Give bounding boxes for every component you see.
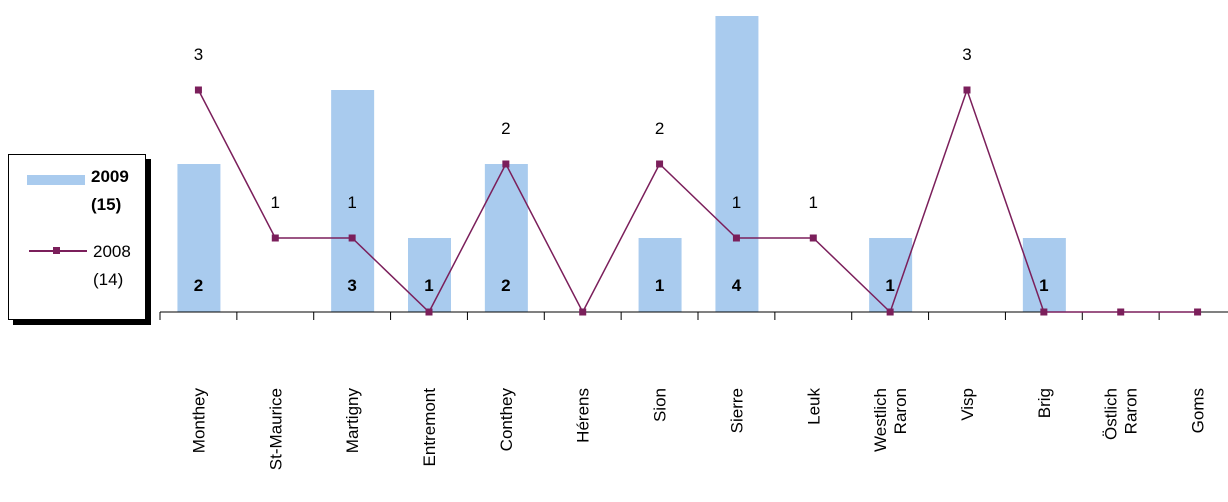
category-label-3: Entremont: [420, 388, 439, 467]
line-point-7: [732, 234, 740, 242]
line-data-label-0: 3: [194, 45, 203, 64]
line-point-11: [1040, 308, 1048, 316]
bar-data-label-0: 2: [194, 276, 203, 295]
bar-0: [177, 164, 221, 312]
line-point-5: [579, 308, 587, 316]
category-label-11: Brig: [1035, 388, 1054, 418]
category-label-6: Sion: [651, 388, 670, 422]
bar-data-label-7: 4: [732, 276, 742, 295]
legend-line-marker: [53, 247, 60, 254]
bar-9: [869, 238, 913, 312]
line-point-3: [425, 308, 433, 316]
category-label-10: Visp: [958, 388, 977, 421]
legend-line-label-2: (14): [93, 270, 124, 289]
line-point-4: [502, 160, 510, 168]
legend-bar-swatch: [27, 175, 85, 185]
line-data-label-6: 2: [655, 119, 664, 138]
category-label-line: Westlich: [871, 388, 890, 452]
bar-data-label-11: 1: [1039, 276, 1048, 295]
bar-3: [408, 238, 451, 312]
bar-2: [331, 90, 375, 312]
line-2008: [197, 87, 1198, 314]
category-label-line: Entremont: [420, 388, 439, 467]
bar-data-label-9: 1: [885, 276, 894, 295]
category-label-4: Conthey: [497, 388, 516, 452]
category-label-line: Raron: [1122, 388, 1141, 434]
line-data-label-2: 1: [347, 193, 356, 212]
category-label-9: Westlich Raron: [871, 388, 910, 452]
category-label-line: Visp: [958, 388, 977, 421]
category-label-line: Sion: [651, 388, 670, 422]
line-point-10: [963, 86, 971, 94]
bar-data-label-3: 1: [424, 276, 433, 295]
line-point-6: [656, 160, 664, 168]
category-label-line: Goms: [1189, 388, 1208, 433]
bar-4: [484, 164, 528, 312]
line-data-label-10: 3: [962, 45, 971, 64]
category-label-line: St-Maurice: [266, 388, 285, 470]
bar-data-label-6: 1: [655, 276, 664, 295]
category-label-0: Monthey: [189, 388, 208, 454]
line-point-1: [271, 234, 279, 242]
category-label-line: Brig: [1035, 388, 1054, 418]
category-label-1: St-Maurice: [266, 388, 285, 470]
bar-11: [1022, 238, 1066, 312]
category-label-line: Martigny: [343, 388, 362, 454]
line-data-label-1: 1: [271, 193, 280, 212]
category-label-7: Sierre: [727, 388, 746, 433]
line-point-8: [809, 234, 817, 242]
category-label-line: Sierre: [727, 388, 746, 433]
category-label-8: Leuk: [804, 388, 823, 425]
category-label-line: Raron: [891, 388, 910, 434]
bar-data-label-2: 3: [347, 276, 356, 295]
category-label-line: Hérens: [574, 388, 593, 443]
legend-bar-label-2: (15): [91, 195, 122, 214]
legend: 2009 (15) 2008 (14): [8, 154, 146, 320]
line-point-2: [348, 234, 356, 242]
bar-data-label-4: 2: [501, 276, 510, 295]
category-label-2: Martigny: [343, 388, 362, 454]
legend-bar-label-1: 2009: [91, 167, 129, 186]
line-point-12: [1117, 308, 1125, 316]
line-point-13: [1194, 308, 1202, 316]
line-data-label-7: 1: [732, 193, 741, 212]
line-data-label-8: 1: [809, 193, 818, 212]
legend-line-label-1: 2008: [93, 242, 131, 261]
category-label-line: Conthey: [497, 388, 516, 452]
category-label-12: Östlich Raron: [1102, 388, 1141, 440]
category-label-line: Östlich: [1102, 388, 1121, 440]
bar-7: [715, 16, 759, 312]
category-label-line: Leuk: [804, 388, 823, 425]
category-label-line: Monthey: [189, 388, 208, 454]
line-point-0: [194, 86, 202, 94]
bar-6: [638, 238, 682, 312]
line-point-9: [886, 308, 894, 316]
category-label-5: Hérens: [574, 388, 593, 443]
category-label-13: Goms: [1189, 388, 1208, 433]
line-data-label-4: 2: [501, 119, 510, 138]
